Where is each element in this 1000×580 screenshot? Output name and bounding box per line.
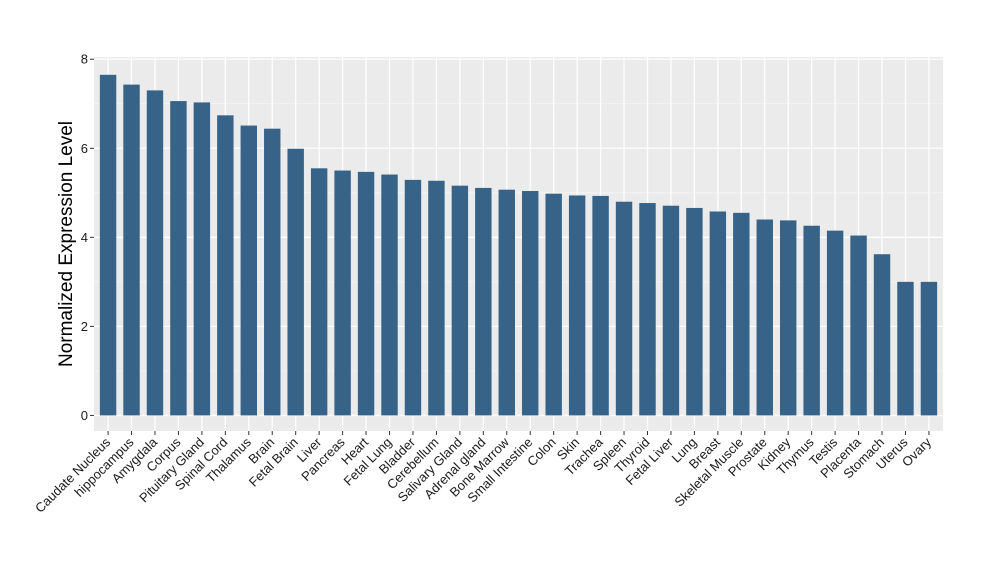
bar: [568, 195, 586, 416]
bar: [310, 168, 328, 416]
y-axis-title: Normalized Expression Level: [56, 121, 77, 367]
bar: [897, 281, 914, 416]
bar: [498, 189, 515, 416]
bar: [826, 230, 844, 416]
bar: [287, 148, 304, 416]
bar: [404, 179, 422, 416]
bar: [780, 220, 797, 416]
bar: [522, 191, 539, 416]
bar: [920, 281, 938, 416]
y-tick-label: 8: [81, 52, 88, 67]
bar: [733, 212, 750, 416]
bar: [146, 90, 164, 416]
bar: [357, 171, 375, 416]
plot-panel: [94, 57, 943, 431]
bar: [475, 187, 492, 416]
bars: [99, 74, 938, 416]
bar: [99, 74, 117, 416]
bar: [615, 201, 633, 416]
bar: [193, 102, 211, 416]
bar: [592, 195, 609, 416]
bar: [662, 205, 680, 416]
bar: [264, 128, 281, 416]
bar: [873, 254, 891, 416]
bar: [123, 84, 140, 416]
grid-minor: [94, 103, 943, 372]
bar: [170, 101, 187, 416]
bar: [428, 180, 445, 416]
bar: [850, 235, 867, 416]
x-axis-ticks: [107, 431, 930, 435]
y-tick-label: 6: [81, 141, 88, 156]
y-axis-tick-labels: 0 2 4 6 8: [81, 52, 88, 423]
bar: [639, 203, 656, 416]
bar: [756, 219, 773, 416]
bar: [686, 207, 703, 416]
bar: [240, 125, 257, 416]
bar: [334, 170, 351, 416]
bar: [217, 115, 234, 416]
bar: [381, 174, 398, 416]
bar: [545, 193, 562, 416]
y-axis-ticks: [90, 58, 94, 416]
y-tick-label: 0: [81, 408, 88, 423]
bar: [451, 185, 469, 416]
y-tick-label: 2: [81, 319, 88, 334]
y-tick-label: 4: [81, 230, 88, 245]
bar: [803, 225, 820, 416]
bar: [709, 211, 727, 416]
x-axis-tick-labels: Caudate NucleushippocampusAmygdalaCorpus…: [32, 434, 934, 516]
